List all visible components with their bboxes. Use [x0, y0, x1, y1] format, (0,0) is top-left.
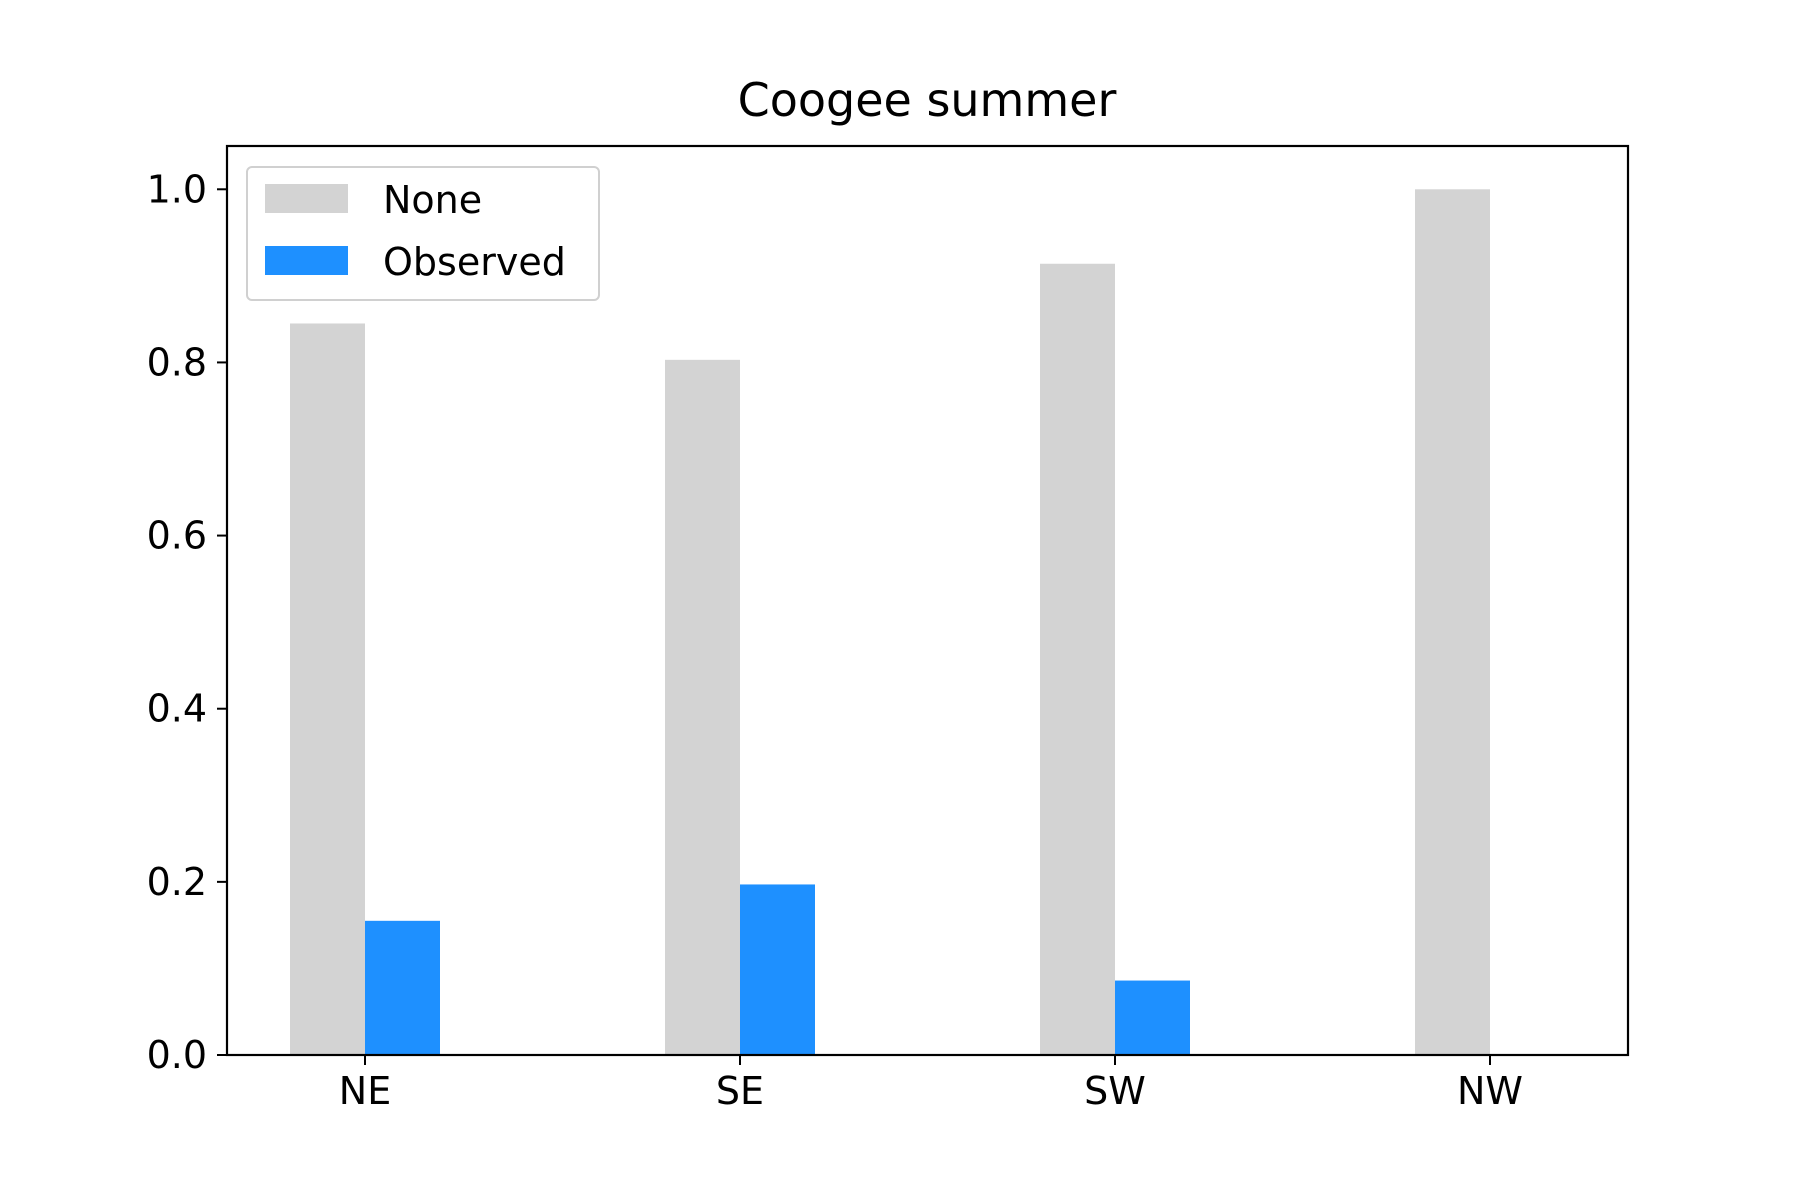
bar-none-sw	[1040, 263, 1115, 1055]
bar-none-ne	[290, 323, 365, 1055]
legend-label-none: None	[383, 178, 482, 222]
y-tick-label: 0.4	[147, 687, 207, 731]
y-tick-label: 0.8	[147, 340, 207, 384]
x-tick-label-sw: SW	[1084, 1069, 1146, 1113]
legend: None Observed	[246, 166, 600, 301]
legend-swatch-none	[265, 184, 348, 213]
legend-swatch-observed	[265, 246, 348, 275]
bars-layer	[290, 189, 1490, 1056]
legend-label-observed: Observed	[383, 240, 566, 284]
bar-none-nw	[1415, 189, 1490, 1056]
x-tick-label-se: SE	[716, 1069, 764, 1113]
y-tick-label: 0.6	[147, 514, 207, 558]
plot-frame	[225, 144, 1630, 1057]
bar-none-se	[665, 359, 740, 1055]
x-tick-label-nw: NW	[1457, 1069, 1523, 1113]
bar-observed-se	[740, 884, 815, 1055]
chart-title: Coogee summer	[738, 73, 1117, 127]
y-tick-label: 0.0	[147, 1033, 207, 1077]
x-tick-label-ne: NE	[339, 1069, 391, 1113]
ticks-layer: NE SE SW NW 0.0 0.2 0.4 0.6 0.8 1.0	[147, 167, 1523, 1113]
y-tick-label: 0.2	[147, 860, 207, 904]
bar-observed-ne	[365, 920, 440, 1055]
bar-observed-sw	[1115, 980, 1190, 1055]
y-tick-label: 1.0	[147, 167, 207, 211]
